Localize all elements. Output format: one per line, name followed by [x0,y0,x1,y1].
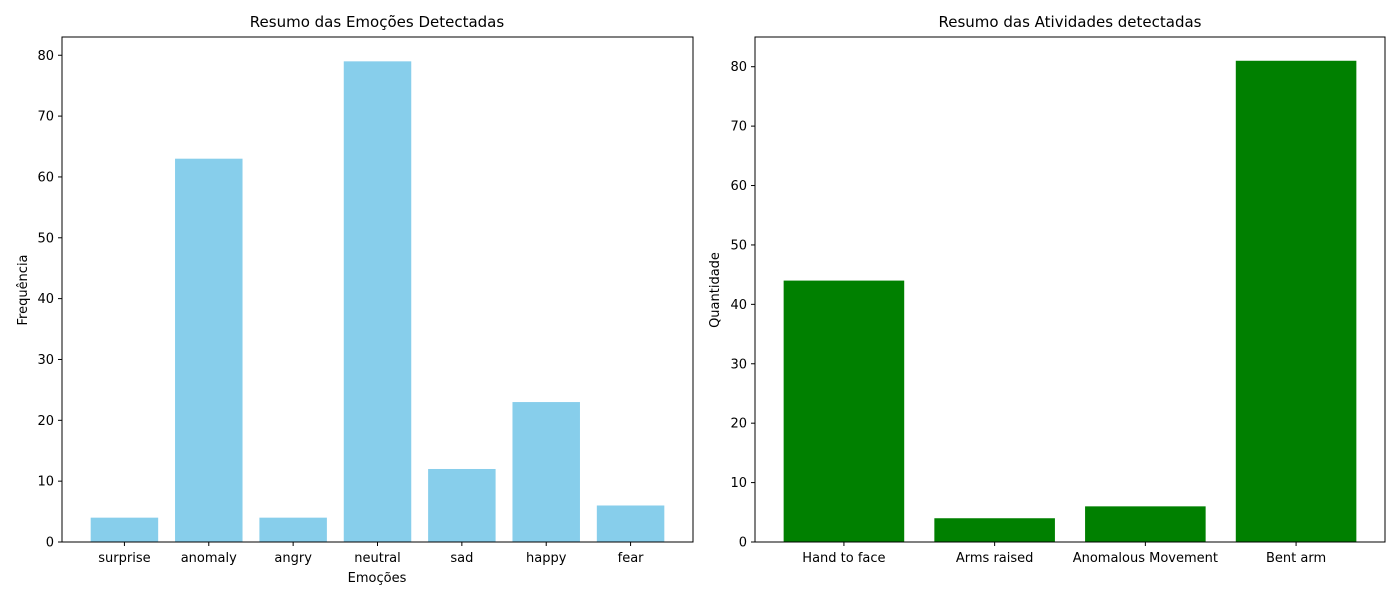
emotions-bar-surprise [90,517,159,542]
emotions-bar-happy [512,402,580,542]
activities-y-tick-label: 60 [730,179,747,194]
activities-plot-frame [754,36,1386,543]
emotions-bar-angry [259,517,327,542]
emotions-x-tick-label-happy: happy [526,551,567,566]
emotions-y-ticks: 0 10 20 30 40 50 60 70 80 [37,49,62,551]
emotions-bar-sad [428,468,496,542]
emotions-bar-anomaly [175,158,243,542]
activities-chart-title: Resumo das Atividades detectadas [939,13,1202,31]
emotions-y-tick-label: 10 [37,475,54,490]
activities-x-tick-label-hand-to-face: Hand to face [802,551,885,566]
emotions-y-tick-label: 30 [37,353,54,368]
activities-x-tick-label-bent-arm: Bent arm [1266,551,1326,566]
activities-y-ticks: 0 10 20 30 40 50 60 70 80 [730,60,755,551]
activities-bar-anomalous-movement [1085,506,1206,542]
emotions-y-tick-label: 70 [37,110,54,125]
activities-chart: Resumo das Atividades detectadas 0 10 20 30… [708,13,1386,566]
activities-x-ticks: Hand to face Arms raised Anomalous Movemen… [802,542,1326,566]
emotions-x-tick-label-angry: angry [274,551,312,566]
emotions-x-axis-label: Emoções [348,571,407,586]
activities-y-tick-label: 50 [730,238,747,253]
emotions-y-tick-label: 0 [46,536,54,551]
emotions-bar-neutral [343,61,412,543]
activities-y-tick-label: 70 [730,120,747,135]
emotions-x-tick-label-sad: sad [450,551,473,566]
emotions-x-tick-label-neutral: neutral [354,551,401,566]
emotions-y-tick-label: 60 [37,170,54,185]
activities-x-tick-label-anomalous-movement: Anomalous Movement [1073,551,1218,566]
emotions-plot-frame [61,36,694,543]
emotions-y-tick-label: 80 [37,49,54,64]
activities-x-tick-label-arms-raised: Arms raised [956,551,1034,566]
emotions-y-tick-label: 40 [37,292,54,307]
emotions-x-tick-label-fear: fear [618,551,645,566]
emotions-bars [90,61,665,543]
emotions-chart-title: Resumo das Emoções Detectadas [250,13,505,31]
activities-y-tick-label: 20 [730,417,747,432]
activities-y-tick-label: 10 [730,476,747,491]
emotions-y-tick-label: 50 [37,231,54,246]
emotions-bar-fear [596,505,665,542]
emotions-x-ticks: surprise anomaly angry neutral sad happy fear [98,542,644,566]
emotions-y-tick-label: 20 [37,414,54,429]
emotions-x-tick-label-surprise: surprise [98,551,150,566]
emotions-x-tick-label-anomaly: anomaly [181,551,237,566]
activities-y-tick-label: 80 [730,60,747,75]
activities-bar-hand-to-face [783,280,905,542]
emotions-y-axis-label: Frequência [16,254,31,325]
activities-bar-arms-raised [934,518,1055,542]
activities-bars [783,60,1357,542]
emotions-chart: Resumo das Emoções Detectadas 0 10 20 30 40 5… [16,13,694,586]
activities-y-tick-label: 40 [730,298,747,313]
activities-y-tick-label: 30 [730,357,747,372]
activities-y-tick-label: 0 [739,536,747,551]
activities-y-axis-label: Quantidade [708,252,723,328]
activities-bar-bent-arm [1235,60,1357,542]
